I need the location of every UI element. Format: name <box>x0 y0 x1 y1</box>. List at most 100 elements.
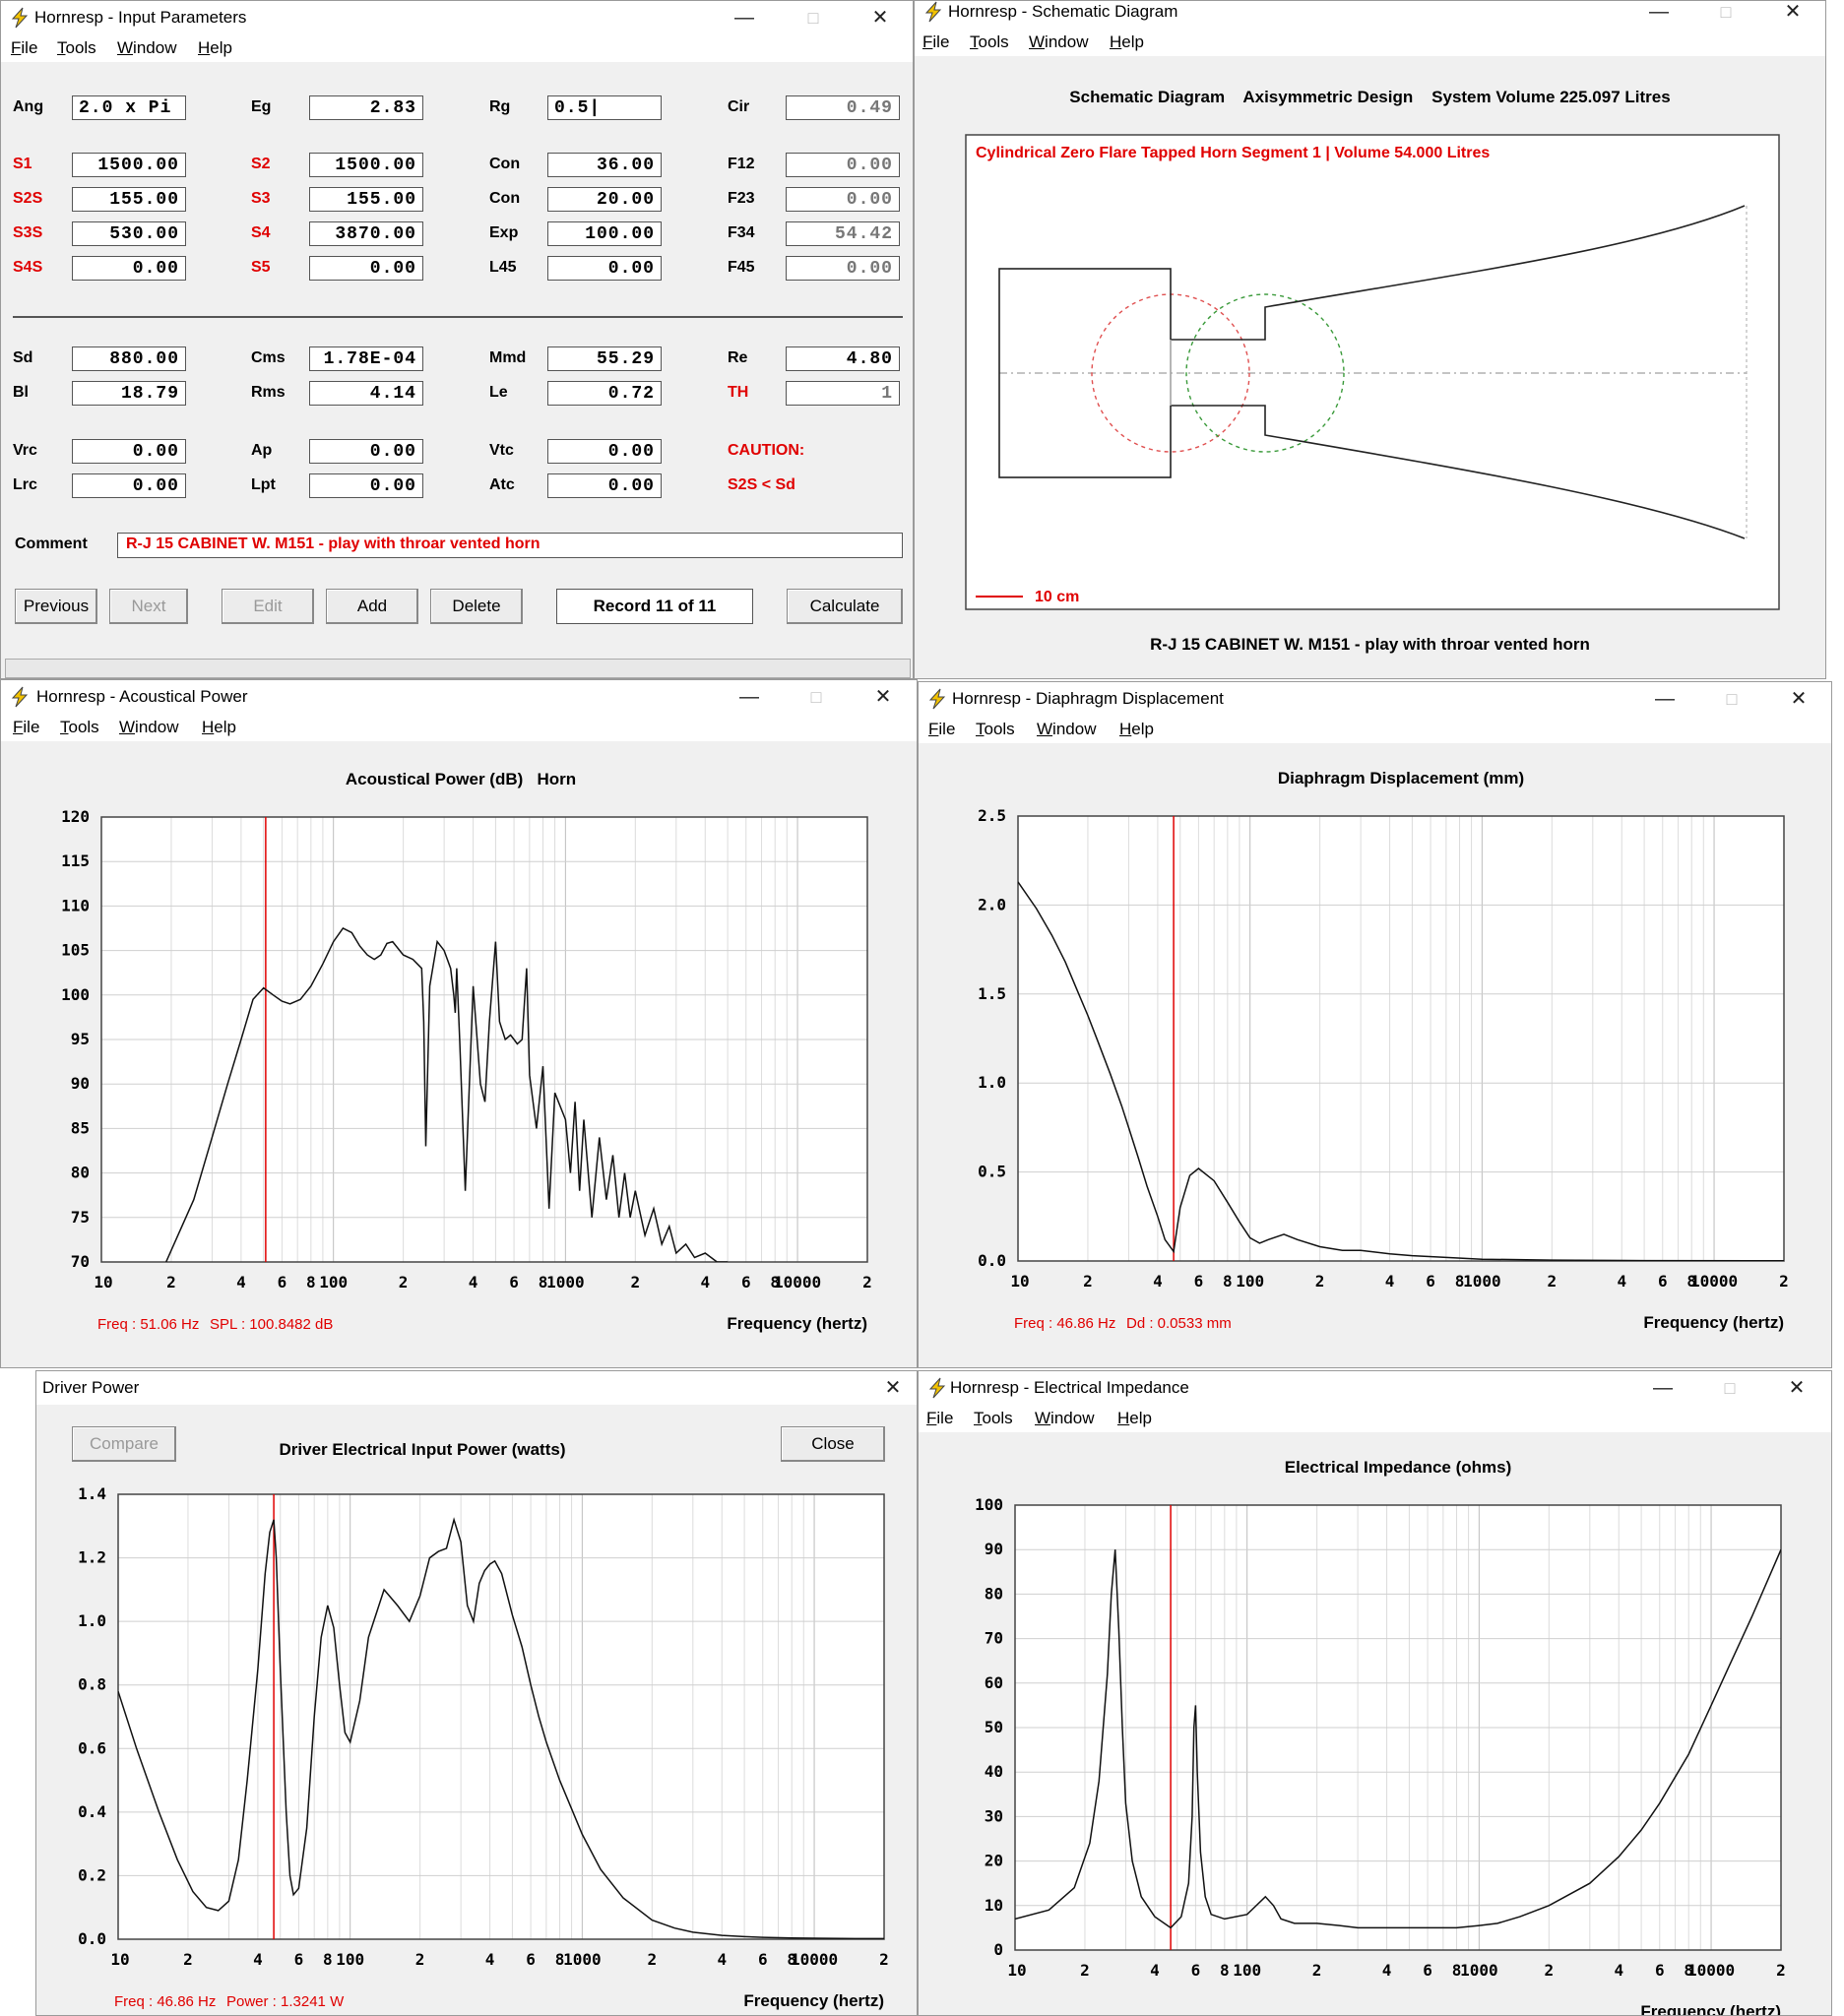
field-sd-m0[interactable]: 880.00 <box>72 346 186 371</box>
comment-field[interactable]: R-J 15 CABINET W. M151 - play with throa… <box>117 533 903 558</box>
menu-file[interactable]: File <box>928 720 956 738</box>
menu-tools[interactable]: Tools <box>60 718 99 736</box>
x-tick-label: 10 <box>1010 1272 1029 1291</box>
field-s2s-t2[interactable]: 155.00 <box>72 187 186 212</box>
input-form: Ang 2.0 x Pi Eg 2.83 Rg 0.5| Cir 0.49 S1 1500.00 S… <box>1 62 913 678</box>
menu-window[interactable]: Window <box>1035 1409 1095 1427</box>
menu-file[interactable]: File <box>13 718 40 736</box>
field-rg-t0[interactable]: 0.5| <box>547 95 662 120</box>
field-vtc-l0[interactable]: 0.00 <box>547 439 662 464</box>
field-re-m0[interactable]: 4.80 <box>786 346 900 371</box>
menu-file[interactable]: File <box>926 1409 954 1427</box>
label-s1-t1: S1 <box>13 156 32 172</box>
close-button[interactable]: ✕ <box>1790 688 1808 710</box>
next-button[interactable]: Next <box>109 589 188 624</box>
minimize-button[interactable]: — <box>734 7 754 29</box>
edit-button[interactable]: Edit <box>222 589 314 624</box>
menu-tools[interactable]: Tools <box>970 32 1009 51</box>
add-button[interactable]: Add <box>326 589 418 624</box>
field-ap-l0[interactable]: 0.00 <box>309 439 423 464</box>
minimize-button[interactable]: — <box>739 686 759 708</box>
field-lpt-l1[interactable]: 0.00 <box>309 473 423 498</box>
field-le-m1[interactable]: 0.72 <box>547 381 662 406</box>
electrical-impedance-window: Hornresp - Electrical Impedance — □ ✕ Fi… <box>918 1370 1832 2016</box>
close-button[interactable]: ✕ <box>1784 1 1802 23</box>
window-title: Driver Power <box>42 1378 140 1397</box>
maximize-button[interactable]: □ <box>1720 2 1732 22</box>
menu-help[interactable]: Help <box>198 38 232 57</box>
label-ang-t0: Ang <box>13 98 44 115</box>
menu-file[interactable]: File <box>922 32 950 51</box>
field-s2-t1[interactable]: 1500.00 <box>309 153 423 177</box>
y-tick-label: 1.5 <box>978 984 1006 1003</box>
maximize-button[interactable]: □ <box>1726 689 1738 709</box>
minimize-button[interactable]: — <box>1649 1 1669 23</box>
field-atc-l1[interactable]: 0.00 <box>547 473 662 498</box>
y-tick-label: 90 <box>985 1540 1003 1558</box>
diaphragm-displacement-chart: Diaphragm Displacement (mm) 0.0 0.5 1.0 1.5 2… <box>978 769 1789 1332</box>
maximize-button[interactable]: □ <box>807 8 819 28</box>
menu-file[interactable]: File <box>11 38 38 57</box>
x-tick-label: 2 <box>399 1273 409 1292</box>
close-dialog-button[interactable]: Close <box>781 1426 885 1462</box>
field-cms-m0[interactable]: 1.78E-04 <box>309 346 423 371</box>
field-s4-t3[interactable]: 3870.00 <box>309 221 423 246</box>
field-eg-t0[interactable]: 2.83 <box>309 95 423 120</box>
x-tick-label: 6 <box>1191 1961 1201 1980</box>
field-exp-t3[interactable]: 100.00 <box>547 221 662 246</box>
y-tick-label: 70 <box>985 1629 1003 1648</box>
y-tick-label: 0.4 <box>78 1802 106 1821</box>
delete-button[interactable]: Delete <box>430 589 523 624</box>
field-con-t2[interactable]: 20.00 <box>547 187 662 212</box>
x-tick-label: 8 <box>1220 1961 1230 1980</box>
menu-window[interactable]: Window <box>1029 32 1089 51</box>
menu-window[interactable]: Window <box>117 38 177 57</box>
menu-window[interactable]: Window <box>1037 720 1097 738</box>
menu-help[interactable]: Help <box>1117 1409 1152 1427</box>
field-rms-m1[interactable]: 4.14 <box>309 381 423 406</box>
caution-label: CAUTION: <box>728 442 805 459</box>
field-s3s-t3[interactable]: 530.00 <box>72 221 186 246</box>
calculate-button[interactable]: Calculate <box>787 589 903 624</box>
close-button[interactable]: ✕ <box>871 7 889 29</box>
electrical-impedance-chart: Electrical Impedance (ohms)0102030405060… <box>975 1458 1786 2015</box>
x-tick-label: 2 <box>183 1950 193 1969</box>
menu-window[interactable]: Window <box>119 718 179 736</box>
maximize-button[interactable]: □ <box>1724 1378 1736 1398</box>
previous-button[interactable]: Previous <box>15 589 97 624</box>
field-mmd-m0[interactable]: 55.29 <box>547 346 662 371</box>
field-lrc-l1[interactable]: 0.00 <box>72 473 186 498</box>
label-mmd-m0: Mmd <box>489 349 527 366</box>
minimize-button[interactable]: — <box>1653 1377 1673 1399</box>
menu-tools[interactable]: Tools <box>974 1409 1013 1427</box>
field-bl-m1[interactable]: 18.79 <box>72 381 186 406</box>
menu-help[interactable]: Help <box>1119 720 1154 738</box>
compare-button[interactable]: Compare <box>72 1426 176 1462</box>
field-s4s-t4[interactable]: 0.00 <box>72 256 186 281</box>
field-l45-t4[interactable]: 0.00 <box>547 256 662 281</box>
segment-label: Cylindrical Zero Flare Tapped Horn Segme… <box>976 145 1490 161</box>
menu-tools[interactable]: Tools <box>976 720 1015 738</box>
close-button[interactable]: ✕ <box>1788 1377 1806 1399</box>
menu-tools[interactable]: Tools <box>57 38 96 57</box>
field-vrc-l0[interactable]: 0.00 <box>72 439 186 464</box>
chart-body: Electrical Impedance (ohms) 0 10 20 30 40 50 60… <box>919 1432 1831 2015</box>
close-button[interactable]: ✕ <box>874 686 892 708</box>
x-tick-label: 8 <box>555 1950 565 1969</box>
field-s1-t1[interactable]: 1500.00 <box>72 153 186 177</box>
plot-frame <box>1017 815 1785 1262</box>
label-s5-t4: S5 <box>251 259 271 276</box>
close-button[interactable]: ✕ <box>884 1377 902 1399</box>
field-con-t1[interactable]: 36.00 <box>547 153 662 177</box>
field-s5-t4[interactable]: 0.00 <box>309 256 423 281</box>
field-ang-t0[interactable]: 2.0 x Pi <box>72 95 186 120</box>
maximize-button[interactable]: □ <box>810 687 822 707</box>
menu-help[interactable]: Help <box>202 718 236 736</box>
x-tick-label: 100 <box>319 1273 348 1292</box>
label-sd-m0: Sd <box>13 349 33 366</box>
minimize-button[interactable]: — <box>1655 688 1675 710</box>
menu-help[interactable]: Help <box>1110 32 1144 51</box>
schematic-drawing: Cylindrical Zero Flare Tapped Horn Segme… <box>965 134 1780 610</box>
x-tick-label: 8 <box>1455 1272 1465 1291</box>
field-s3-t2[interactable]: 155.00 <box>309 187 423 212</box>
